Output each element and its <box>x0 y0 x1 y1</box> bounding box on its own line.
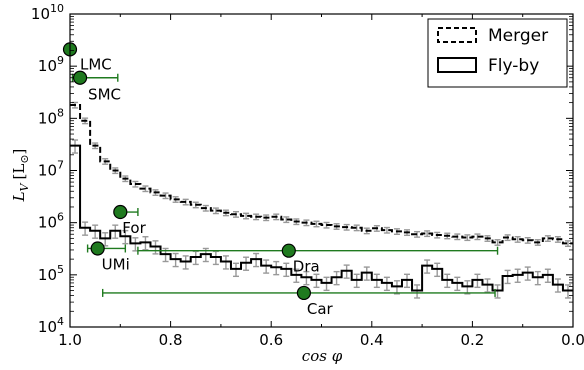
y-axis-label-unit: [L <box>10 164 28 180</box>
x-axis-label: cos φ <box>302 347 343 365</box>
galaxy-point <box>72 70 88 85</box>
y-axis-label-sub: V <box>18 182 31 191</box>
y-tick-label: 108 <box>38 106 64 127</box>
y-axis-label-unit-sub: ⊙ <box>18 154 31 163</box>
y-tick-label: 106 <box>38 211 64 232</box>
legend: Merger Fly-by <box>427 18 568 88</box>
y-axis-label: LV [L⊙] <box>10 149 31 203</box>
y-tick-label: 109 <box>38 54 64 75</box>
x-tick-label: 0.2 <box>460 331 484 349</box>
x-tick-label: 0.4 <box>360 331 384 349</box>
y-tick-label: 104 <box>38 315 64 336</box>
x-tick-label: 1.0 <box>58 331 82 349</box>
galaxy-label: Dra <box>293 258 320 276</box>
galaxy-point <box>281 243 296 258</box>
y-tick-label: 105 <box>38 263 64 284</box>
galaxy-label: SMC <box>88 86 121 104</box>
legend-box <box>427 18 568 88</box>
y-axis-label-unit-close: ] <box>10 149 28 155</box>
flyby-series-line <box>70 144 573 292</box>
legend-merger-label: Merger <box>488 26 548 46</box>
y-tick-label: 1010 <box>31 2 64 23</box>
galaxy-label: UMi <box>102 255 130 273</box>
x-tick-label: 0.0 <box>561 331 584 349</box>
galaxy-label: LMC <box>80 55 112 73</box>
x-tick-label: 0.8 <box>159 331 183 349</box>
legend-flyby-label: Fly-by <box>488 56 539 76</box>
merger-series-line <box>70 104 573 245</box>
legend-merger-swatch <box>437 27 477 43</box>
galaxy-label: For <box>122 219 146 237</box>
legend-flyby-swatch <box>437 57 477 73</box>
galaxy-point <box>296 285 311 301</box>
y-tick-label: 107 <box>38 159 64 180</box>
galaxy-point <box>90 241 105 256</box>
x-tick-label: 0.6 <box>259 331 283 349</box>
galaxy-label: Car <box>307 300 334 318</box>
galaxy-point <box>113 204 128 220</box>
y-axis-label-main: L <box>10 191 28 202</box>
